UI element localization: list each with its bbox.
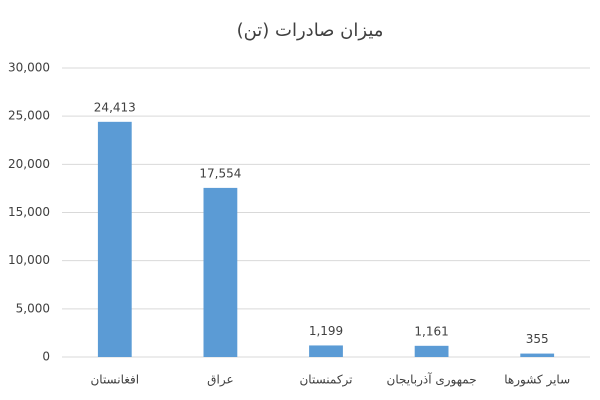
bar <box>309 345 343 357</box>
value-label: 1,161 <box>414 324 448 338</box>
y-tick-label: 15,000 <box>8 205 50 219</box>
bar <box>203 187 238 357</box>
bar <box>97 121 132 357</box>
y-tick-label: 5,000 <box>16 301 50 315</box>
y-tick-label: 25,000 <box>8 109 50 123</box>
x-tick-label: افغانستان <box>90 373 139 387</box>
value-label: 355 <box>526 332 549 346</box>
x-tick-label: جمهوری آذربایجان <box>387 372 477 388</box>
y-tick-label: 30,000 <box>8 61 50 75</box>
bar <box>520 353 555 357</box>
chart-title: میزان صادرات (تن) <box>237 20 384 41</box>
value-label: 24,413 <box>94 100 136 114</box>
value-label: 1,199 <box>309 324 343 338</box>
x-tick-label: سایر کشورها <box>504 373 570 388</box>
bar <box>414 345 449 357</box>
x-tick-label: ترکمنستان <box>299 373 352 388</box>
value-label: 17,554 <box>199 166 241 180</box>
y-tick-label: 20,000 <box>8 157 50 171</box>
y-tick-label: 10,000 <box>8 253 50 267</box>
y-tick-label: 0 <box>42 350 50 364</box>
x-tick-label: عراق <box>207 373 233 388</box>
